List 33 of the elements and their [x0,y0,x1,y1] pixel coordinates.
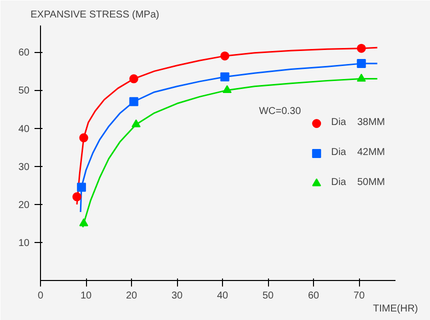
point [222,85,232,94]
point [76,182,86,192]
x-tick-label: 10 [80,290,92,302]
y-tick-label: 20 [18,200,30,211]
x-tick-label: 20 [126,290,138,302]
point [132,119,141,128]
x-tick-label: 0 [38,290,44,302]
annotation: WC=0.30 [258,106,302,117]
x-tick-label: 60 [308,290,320,302]
y-axis-title: EXPANSIVE STRESS (MPa) [30,10,160,20]
point [129,97,138,106]
x-axis-title: TIME(HR) [373,304,418,314]
y-tick-label: 30 [18,162,30,173]
x-tick-label: 30 [171,290,184,302]
y-tick-label: 50 [18,86,30,97]
x-tick-label: 70 [354,290,366,302]
y-tick-label: 40 [18,124,30,135]
legend-label: Dia 38MM [331,117,385,128]
point [79,133,88,142]
point [79,218,88,226]
point [129,74,138,84]
point [356,74,366,82]
legend-label: Dia 42MM [331,147,385,158]
y-tick-label: 60 [18,48,30,59]
point [356,44,366,53]
point [220,51,230,60]
point [356,59,366,68]
point [72,192,82,202]
legend-label: Dia 50MM [331,177,385,188]
x-tick-label: 50 [262,290,274,302]
x-tick-label: 40 [216,290,229,302]
point [220,72,230,82]
y-tick-label: 10 [18,238,30,249]
